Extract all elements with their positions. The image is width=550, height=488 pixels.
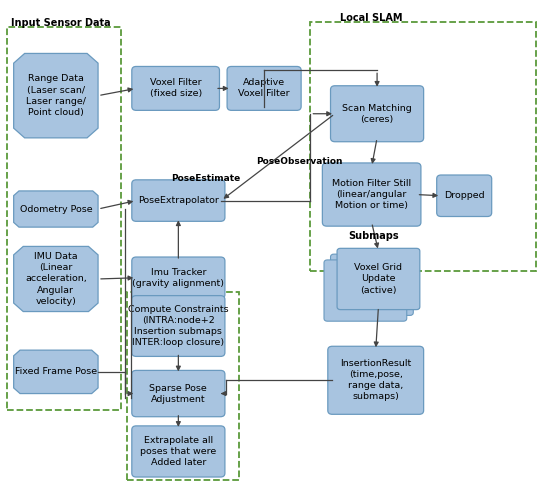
FancyBboxPatch shape [132, 370, 225, 417]
Text: Voxel Filter
(fixed size): Voxel Filter (fixed size) [150, 79, 202, 99]
FancyBboxPatch shape [331, 254, 413, 315]
Text: PoseExtrapolator: PoseExtrapolator [138, 196, 219, 205]
FancyBboxPatch shape [132, 426, 225, 477]
Text: IMU Data
(Linear
acceleration,
Angular
velocity): IMU Data (Linear acceleration, Angular v… [25, 252, 87, 305]
Text: Input Sensor Data: Input Sensor Data [11, 18, 111, 28]
FancyBboxPatch shape [322, 163, 421, 226]
FancyBboxPatch shape [132, 257, 225, 299]
Text: Range Data
(Laser scan/
Laser range/
Point cloud): Range Data (Laser scan/ Laser range/ Poi… [26, 75, 86, 117]
FancyBboxPatch shape [331, 86, 424, 142]
FancyBboxPatch shape [132, 180, 225, 222]
Text: InsertionResult
(time,pose,
range data,
submaps): InsertionResult (time,pose, range data, … [340, 359, 411, 402]
Text: Dropped: Dropped [444, 191, 485, 200]
Text: (background thread): (background thread) [131, 295, 224, 304]
Text: Fixed Frame Pose: Fixed Frame Pose [15, 367, 97, 376]
FancyBboxPatch shape [437, 175, 492, 217]
Text: Local SLAM: Local SLAM [340, 13, 403, 22]
Text: Adaptive
Voxel Filter: Adaptive Voxel Filter [238, 79, 290, 99]
FancyBboxPatch shape [132, 66, 219, 110]
Text: Sparse Pose
Adjustment: Sparse Pose Adjustment [150, 384, 207, 404]
FancyBboxPatch shape [324, 260, 407, 321]
Text: Global SLAM: Global SLAM [131, 285, 205, 296]
Text: Compute Constraints
(INTRA:node+2
Insertion submaps
INTER:loop closure): Compute Constraints (INTRA:node+2 Insert… [128, 305, 229, 347]
Text: Odometry Pose: Odometry Pose [20, 204, 92, 214]
Polygon shape [14, 350, 98, 393]
Text: PoseObservation: PoseObservation [256, 158, 343, 166]
Text: Motion Filter Still
(linear/angular
Motion or time): Motion Filter Still (linear/angular Moti… [332, 179, 411, 210]
Text: Scan Matching
(ceres): Scan Matching (ceres) [342, 103, 412, 124]
FancyBboxPatch shape [227, 66, 301, 110]
Polygon shape [14, 191, 98, 227]
Text: PoseEstimate: PoseEstimate [172, 174, 241, 183]
Text: Submaps: Submaps [349, 231, 399, 241]
Text: Imu Tracker
(gravity alignment): Imu Tracker (gravity alignment) [133, 268, 224, 288]
FancyBboxPatch shape [132, 296, 225, 356]
Polygon shape [14, 246, 98, 311]
Text: Extrapolate all
poses that were
Added later: Extrapolate all poses that were Added la… [140, 436, 217, 467]
FancyBboxPatch shape [337, 248, 420, 309]
Text: Voxel Grid
Update
(active): Voxel Grid Update (active) [354, 264, 403, 295]
Polygon shape [14, 53, 98, 138]
FancyBboxPatch shape [328, 346, 424, 414]
